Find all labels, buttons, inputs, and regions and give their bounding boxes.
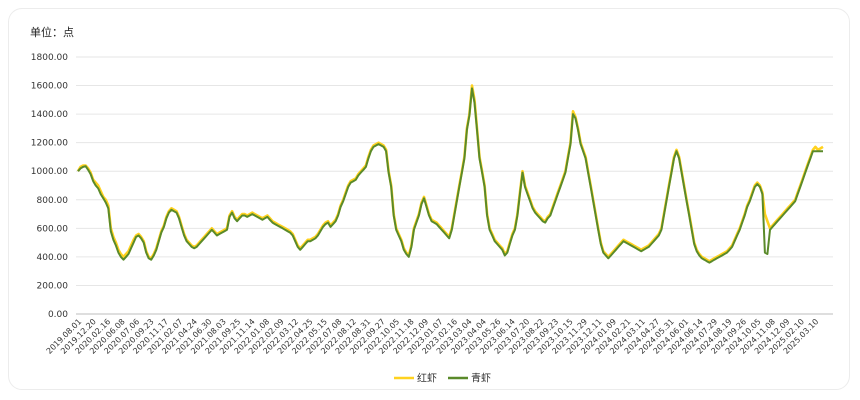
series-lines (76, 84, 824, 264)
y-tick-label: 0.00 (48, 310, 68, 320)
legend-label-red-shrimp: 红虾 (417, 372, 437, 385)
y-tick-label: 1400.00 (31, 110, 68, 120)
gridlines (76, 56, 833, 315)
y-tick-label: 600.00 (37, 224, 69, 234)
legend: 红虾 青虾 (394, 372, 491, 385)
y-tick-label: 1000.00 (31, 167, 68, 177)
x-axis-ticks: 2019.08.012019.12.202020.02.162020.06.08… (45, 317, 821, 356)
chart-card (8, 8, 850, 390)
series-line-green-shrimp (77, 87, 823, 264)
y-tick-label: 400.00 (37, 253, 69, 263)
y-tick-label: 1600.00 (31, 82, 68, 92)
y-tick-label: 800.00 (37, 196, 69, 206)
y-tick-label: 200.00 (37, 281, 69, 291)
y-axis-ticks: 0.00 200.00 400.00 600.00 800.00 1000.00 1200.… (31, 53, 68, 320)
y-tick-label: 1800.00 (31, 53, 68, 63)
legend-label-green-shrimp: 青虾 (471, 372, 491, 385)
y-tick-label: 1200.00 (31, 139, 68, 149)
unit-label: 单位：点 (30, 26, 74, 39)
